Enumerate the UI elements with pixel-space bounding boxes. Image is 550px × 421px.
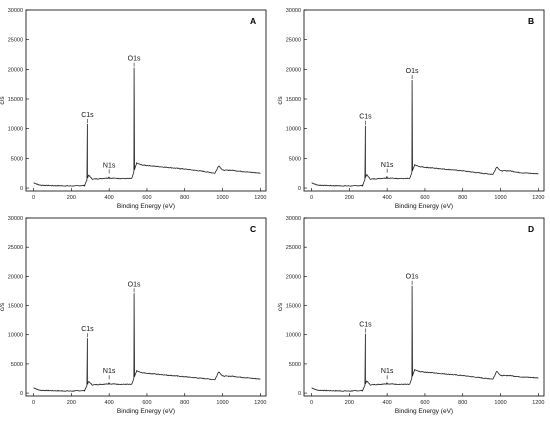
- y-tick-label: 0: [298, 186, 301, 192]
- panel-c: 0 5000 10000 15000 20000 25000 30000 0 200 400 600…: [0, 216, 266, 415]
- panel-letter: D: [528, 224, 534, 234]
- x-tick-label: 800: [180, 400, 189, 406]
- y-tick-label: 20000: [286, 274, 301, 280]
- x-axis-label: Binding Energy (eV): [117, 203, 175, 210]
- x-tick-label: 200: [345, 400, 354, 406]
- y-tick-label: 15000: [8, 304, 23, 310]
- y-tick-label: 25000: [286, 245, 301, 251]
- y-axis-label: c/s: [0, 302, 6, 311]
- y-tick-label: 5000: [289, 156, 301, 162]
- peak-label: O1s: [128, 56, 141, 63]
- peak-label: C1s: [359, 114, 372, 121]
- y-axis-label: c/s: [277, 302, 284, 311]
- y-tick-label: 25000: [8, 245, 23, 251]
- x-tick-label: 400: [105, 400, 114, 406]
- x-tick-label: 1000: [216, 195, 228, 201]
- y-axis-label: c/s: [277, 96, 284, 105]
- plot-frame: [25, 217, 267, 397]
- x-tick-label: 800: [458, 195, 467, 201]
- x-tick-label: 200: [67, 400, 76, 406]
- x-tick-label: 1200: [254, 195, 266, 201]
- x-tick-label: 800: [180, 195, 189, 201]
- x-tick-label: 400: [383, 195, 392, 201]
- x-tick-label: 600: [420, 195, 429, 201]
- panel-d: 0 5000 10000 15000 20000 25000 30000 0 200 400 600…: [277, 216, 544, 415]
- spectrum-line: [33, 293, 261, 392]
- y-tick-label: 5000: [11, 156, 23, 162]
- x-tick-label: 600: [142, 195, 151, 201]
- x-tick-label: 0: [310, 195, 313, 201]
- panel-letter: A: [250, 16, 256, 26]
- plot-frame: [25, 9, 267, 192]
- x-tick-label: 1000: [494, 400, 506, 406]
- x-tick-label: 0: [310, 400, 313, 406]
- spectrum-line: [33, 67, 261, 187]
- panel-b: 0 5000 10000 15000 20000 25000 30000 0 200 400 600…: [277, 8, 544, 210]
- y-tick-label: 15000: [286, 304, 301, 310]
- y-tick-label: 20000: [8, 67, 23, 73]
- peak-label: C1s: [81, 326, 94, 333]
- spectrum-line: [311, 79, 539, 187]
- y-tick-label: 30000: [286, 216, 301, 222]
- x-tick-label: 200: [345, 195, 354, 201]
- y-tick-label: 10000: [286, 127, 301, 133]
- y-tick-label: 10000: [8, 333, 23, 339]
- y-tick-label: 10000: [8, 127, 23, 133]
- y-tick-label: 5000: [11, 362, 23, 368]
- x-tick-label: 800: [458, 400, 467, 406]
- y-tick-label: 0: [298, 391, 301, 397]
- x-axis-label: Binding Energy (eV): [395, 203, 453, 210]
- peak-label: N1s: [103, 368, 116, 375]
- x-tick-label: 400: [383, 400, 392, 406]
- y-tick-label: 15000: [8, 97, 23, 103]
- panel-letter: C: [250, 224, 256, 234]
- x-tick-label: 200: [67, 195, 76, 201]
- peak-label: O1s: [406, 274, 419, 281]
- x-axis-label: Binding Energy (eV): [117, 408, 175, 415]
- y-tick-label: 0: [20, 186, 23, 192]
- x-tick-label: 600: [142, 400, 151, 406]
- x-tick-label: 0: [32, 400, 35, 406]
- y-tick-label: 20000: [286, 67, 301, 73]
- y-tick-label: 30000: [286, 8, 301, 14]
- peak-label: C1s: [81, 112, 94, 119]
- y-axis-label: c/s: [0, 96, 6, 105]
- y-tick-label: 10000: [286, 333, 301, 339]
- plot-frame: [303, 217, 545, 397]
- y-tick-label: 30000: [8, 216, 23, 222]
- y-tick-label: 0: [20, 391, 23, 397]
- y-tick-label: 25000: [286, 38, 301, 44]
- x-tick-label: 1200: [532, 400, 544, 406]
- peak-label: O1s: [128, 281, 141, 288]
- peak-label: O1s: [406, 68, 419, 75]
- plot-frame: [303, 9, 545, 192]
- spectrum-line: [311, 285, 539, 392]
- y-tick-label: 30000: [8, 8, 23, 14]
- x-tick-label: 0: [32, 195, 35, 201]
- y-tick-label: 5000: [289, 362, 301, 368]
- peak-label: N1s: [381, 162, 394, 169]
- x-tick-label: 1000: [216, 400, 228, 406]
- peak-label: C1s: [359, 322, 372, 329]
- y-tick-label: 25000: [8, 38, 23, 44]
- x-tick-label: 1000: [494, 195, 506, 201]
- x-axis-label: Binding Energy (eV): [395, 408, 453, 415]
- panel-a: 0 5000 10000 15000 20000 25000 30000 0 200 400 600…: [0, 8, 266, 210]
- x-tick-label: 1200: [532, 195, 544, 201]
- peak-label: N1s: [103, 162, 116, 169]
- x-tick-label: 400: [105, 195, 114, 201]
- peak-label: N1s: [381, 368, 394, 375]
- panel-letter: B: [528, 16, 534, 26]
- x-tick-label: 600: [420, 400, 429, 406]
- y-tick-label: 20000: [8, 274, 23, 280]
- x-tick-label: 1200: [254, 400, 266, 406]
- y-tick-label: 15000: [286, 97, 301, 103]
